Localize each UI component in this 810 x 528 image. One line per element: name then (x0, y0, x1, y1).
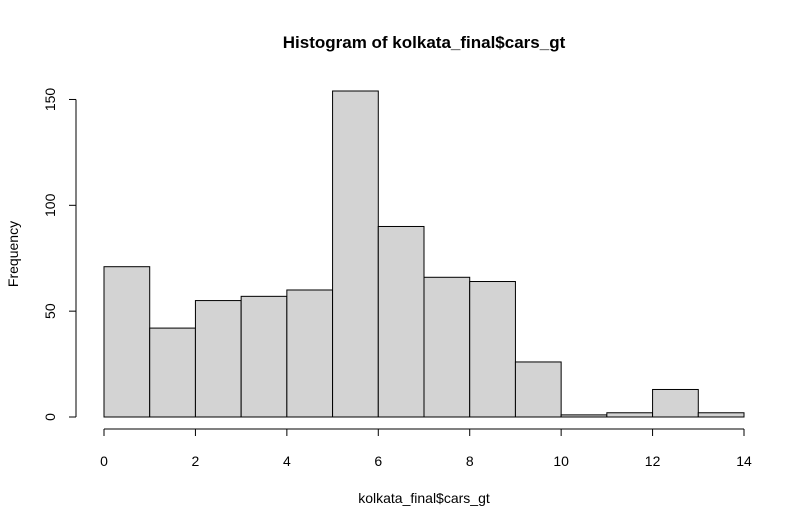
histogram-bar-3 (240, 295, 288, 418)
chart-title: Histogram of kolkata_final$cars_gt (283, 33, 566, 52)
y-axis-label: Frequency (5, 221, 21, 287)
y-tick-label-3: 150 (42, 88, 58, 112)
x-tick-label-5: 10 (553, 453, 569, 469)
x-tick-label-3: 6 (374, 453, 382, 469)
x-tick-label-1: 2 (192, 453, 200, 469)
histogram-bar-2 (194, 300, 242, 418)
histogram-bar-5 (332, 90, 379, 418)
histogram-bar-11 (606, 412, 654, 418)
histogram-bar-0 (103, 266, 151, 418)
y-axis: 0 50 100 150 (42, 88, 77, 421)
x-axis-label: kolkata_final$cars_gt (358, 490, 490, 506)
y-tick-label-1: 50 (42, 303, 58, 319)
x-tick-label-0: 0 (100, 453, 108, 469)
y-tick-label-2: 100 (42, 193, 58, 217)
histogram-bar-10 (560, 414, 608, 418)
x-tick-label-7: 14 (736, 453, 752, 469)
histogram-bar-8 (469, 281, 516, 418)
x-tick-label-2: 4 (283, 453, 291, 469)
histogram-bar-6 (377, 225, 425, 418)
histogram-bar-13 (697, 412, 745, 418)
y-tick-label-0: 0 (42, 413, 58, 421)
histogram-bar-7 (423, 276, 471, 418)
histogram-bar-12 (652, 388, 699, 418)
histogram-bar-9 (514, 361, 562, 418)
x-tick-label-4: 8 (466, 453, 474, 469)
x-axis: 0 2 4 6 8 10 12 14 (100, 428, 752, 469)
histogram-bar-1 (149, 327, 196, 418)
bars-group (103, 90, 745, 418)
x-tick-label-6: 12 (645, 453, 661, 469)
histogram-bar-4 (286, 289, 334, 418)
